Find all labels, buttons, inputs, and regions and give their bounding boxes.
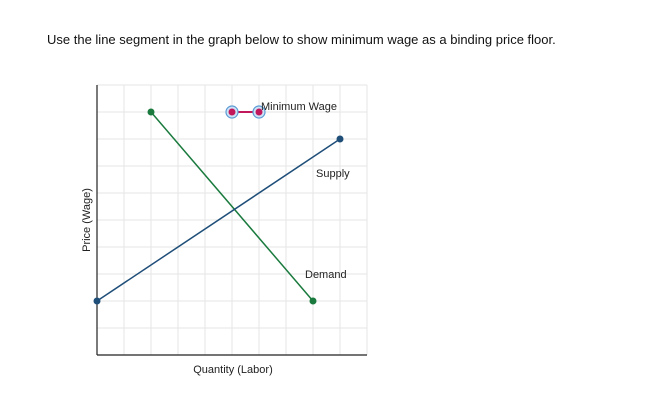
- supply-line[interactable]: [96, 138, 341, 302]
- demand-handle[interactable]: [309, 297, 317, 305]
- demand-handle[interactable]: [147, 108, 155, 116]
- grid: [97, 84, 368, 355]
- minimum-wage-handle-dot: [228, 108, 236, 116]
- demand-line[interactable]: [150, 111, 314, 302]
- y-axis-label: Price (Wage): [81, 188, 93, 252]
- minimum-wage-handle-dot: [255, 108, 263, 116]
- supply-label: Supply: [316, 168, 350, 180]
- supply-handle[interactable]: [93, 297, 101, 305]
- x-axis-label: Quantity (Labor): [193, 364, 272, 376]
- demand-label: Demand: [305, 269, 347, 281]
- question-prompt: Use the line segment in the graph below …: [47, 32, 556, 47]
- supply-handle[interactable]: [336, 135, 344, 143]
- minimum-wage-label: Minimum Wage: [261, 101, 337, 113]
